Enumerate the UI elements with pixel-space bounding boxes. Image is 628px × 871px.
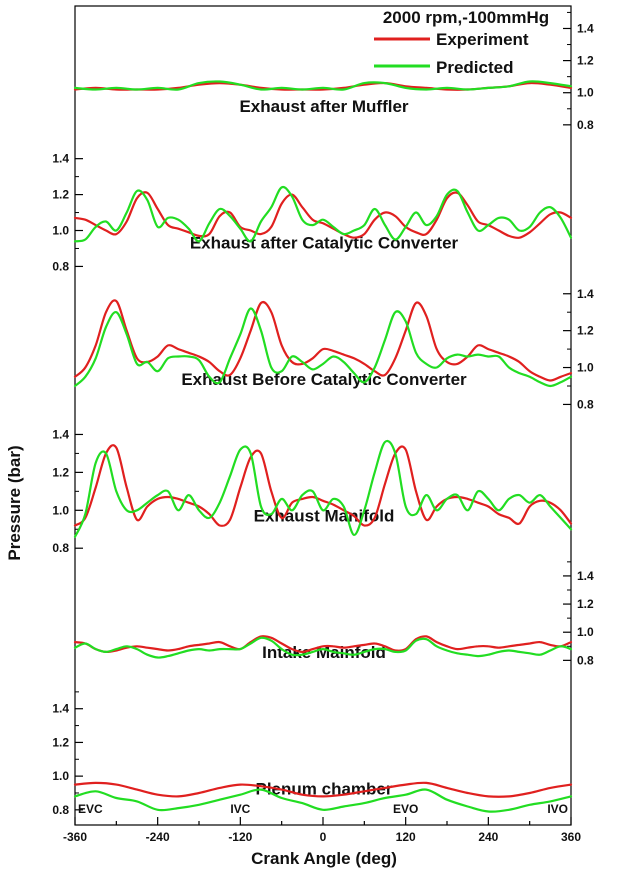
legend-experiment-label: Experiment [436,30,529,49]
condition-label: 2000 rpm,-100mmHg [383,8,549,27]
x-tick-label: 240 [478,830,498,844]
x-tick-label: 120 [396,830,416,844]
panel-2-ytick-label: 0.8 [52,259,69,273]
panel-1-ytick-label: 0.8 [577,118,594,132]
panel-2: Exhaust after Catalytic Converter 0.8 1.0 1… [52,152,573,273]
panel-6: Plenum chamber 0.8 1.0 1.2 1.4 [52,691,573,817]
x-axis: -360 -240 -120 0 120 240 360 [63,817,581,844]
panel-1: Exhaust after Muffler 0.8 1.0 1.2 1.4 [73,11,594,132]
x-tick-label: -120 [228,830,252,844]
valve-event-ivc: IVC [230,802,250,816]
panel-5-ytick-label: 0.8 [577,653,594,667]
panel-4-ytick-label: 0.8 [52,541,69,555]
panel-4-ytick-label: 1.2 [52,465,69,479]
panel-4-predicted-line [73,439,573,538]
panel-5-experiment-line [73,635,573,654]
panel-2-predicted-line [73,185,573,243]
panel-2-title: Exhaust after Catalytic Converter [190,234,459,253]
panel-2-ytick-label: 1.4 [52,152,69,166]
panel-4-ytick-label: 1.4 [52,427,69,441]
panel-3: Exhaust Before Catalytic Converter 0.8 1.0… [73,287,594,411]
panel-5-ytick-label: 1.4 [577,569,594,583]
panel-3-ytick-label: 1.0 [577,361,594,375]
panel-5: Intake Mainfold 0.8 1.0 1.2 1.4 [73,561,594,667]
panel-1-ytick-label: 1.0 [577,86,594,100]
panel-3-predicted-line [73,307,573,388]
y-axis-label: Pressure (bar) [5,445,24,560]
panel-6-ytick-label: 0.8 [52,803,69,817]
panel-6-experiment-line [73,781,573,798]
panel-1-title: Exhaust after Muffler [239,97,408,116]
x-tick-label: -360 [63,830,87,844]
valve-events: EVC IVC EVO IVO [78,802,568,816]
panel-5-ytick-label: 1.0 [577,625,594,639]
valve-event-evo: EVO [393,802,418,816]
panel-5-predicted-line [73,636,573,659]
panel-3-ytick-label: 1.2 [577,324,594,338]
panel-6-title: Plenum chamber [256,780,393,799]
x-tick-label: -240 [146,830,170,844]
valve-event-evc: EVC [78,802,103,816]
panel-6-ytick-label: 1.2 [52,735,69,749]
panel-6-predicted-line [73,788,573,813]
legend: Experiment Predicted [374,30,529,77]
x-tick-label: 0 [320,830,327,844]
panel-1-predicted-line [73,80,573,91]
panel-3-ytick-label: 0.8 [577,397,594,411]
panel-3-title: Exhaust Before Catalytic Converter [181,370,467,389]
legend-predicted-label: Predicted [436,58,513,77]
panels: Exhaust after Muffler0.81.01.21.4Exhaust… [52,11,594,817]
panel-3-experiment-line [73,299,573,382]
panel-1-ytick-label: 1.4 [577,21,594,35]
valve-event-ivo: IVO [547,802,568,816]
panel-6-ytick-label: 1.4 [52,702,69,716]
panel-6-ytick-label: 1.0 [52,769,69,783]
panel-5-ytick-label: 1.2 [577,597,594,611]
panel-4-ytick-label: 1.0 [52,503,69,517]
panel-3-ytick-label: 1.4 [577,287,594,301]
panel-2-ytick-label: 1.2 [52,188,69,202]
panel-4-experiment-line [73,444,573,527]
panel-2-ytick-label: 1.0 [52,224,69,238]
panel-5-title: Intake Mainfold [262,643,386,662]
panel-1-ytick-label: 1.2 [577,54,594,68]
x-axis-label: Crank Angle (deg) [251,849,397,868]
x-tick-label: 360 [561,830,581,844]
